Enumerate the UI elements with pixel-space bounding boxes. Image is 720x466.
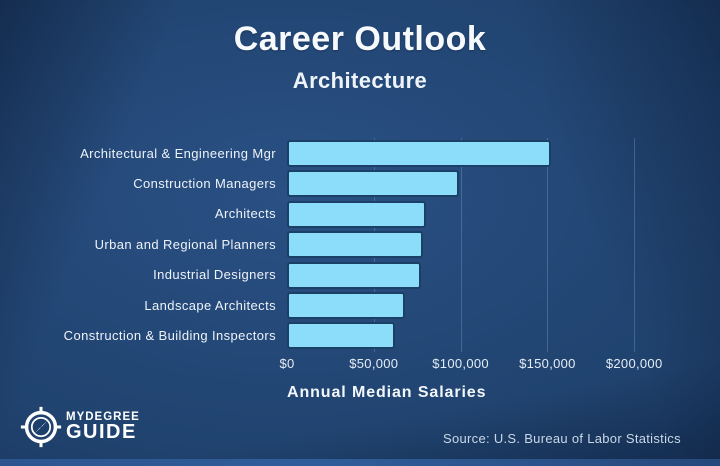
category-label: Urban and Regional Planners <box>94 236 276 252</box>
gridline <box>547 138 549 352</box>
x-tick-label: $150,000 <box>519 356 576 371</box>
category-label: Industrial Designers <box>153 267 276 283</box>
bar <box>287 140 551 167</box>
category-label: Landscape Architects <box>144 297 276 313</box>
brand-logo-text: MYDEGREE GUIDE <box>66 411 140 443</box>
bar <box>287 200 426 228</box>
x-axis-title: Annual Median Salaries <box>287 384 487 401</box>
gridline <box>460 138 462 352</box>
bar <box>287 261 421 289</box>
bottom-accent-strip <box>0 459 720 466</box>
x-tick-label: $100,000 <box>432 356 489 371</box>
gridline <box>634 138 636 352</box>
x-tick-label: $50,000 <box>349 356 399 371</box>
bar <box>287 292 406 319</box>
bar <box>287 322 395 350</box>
x-tick-label: $200,000 <box>605 356 663 371</box>
category-label: Construction Managers <box>133 175 276 191</box>
brand-name-bottom: GUIDE <box>66 421 137 443</box>
category-label: Construction & Building Inspectors <box>63 327 276 343</box>
source-note: Source: U.S. Bureau of Labor Statistics <box>443 431 681 446</box>
x-tick-label: $0 <box>279 356 295 371</box>
compass-icon <box>20 406 62 448</box>
brand-logo: MYDEGREE GUIDE <box>20 406 140 448</box>
page-subtitle: Architecture <box>292 68 428 93</box>
category-label: Architectural & Engineering Mgr <box>80 145 276 161</box>
page-title: Career Outlook <box>233 20 487 58</box>
bar <box>287 170 459 198</box>
category-label: Architects <box>214 206 276 222</box>
bar <box>287 231 424 259</box>
brand-name-top: MYDEGREE <box>66 411 140 423</box>
